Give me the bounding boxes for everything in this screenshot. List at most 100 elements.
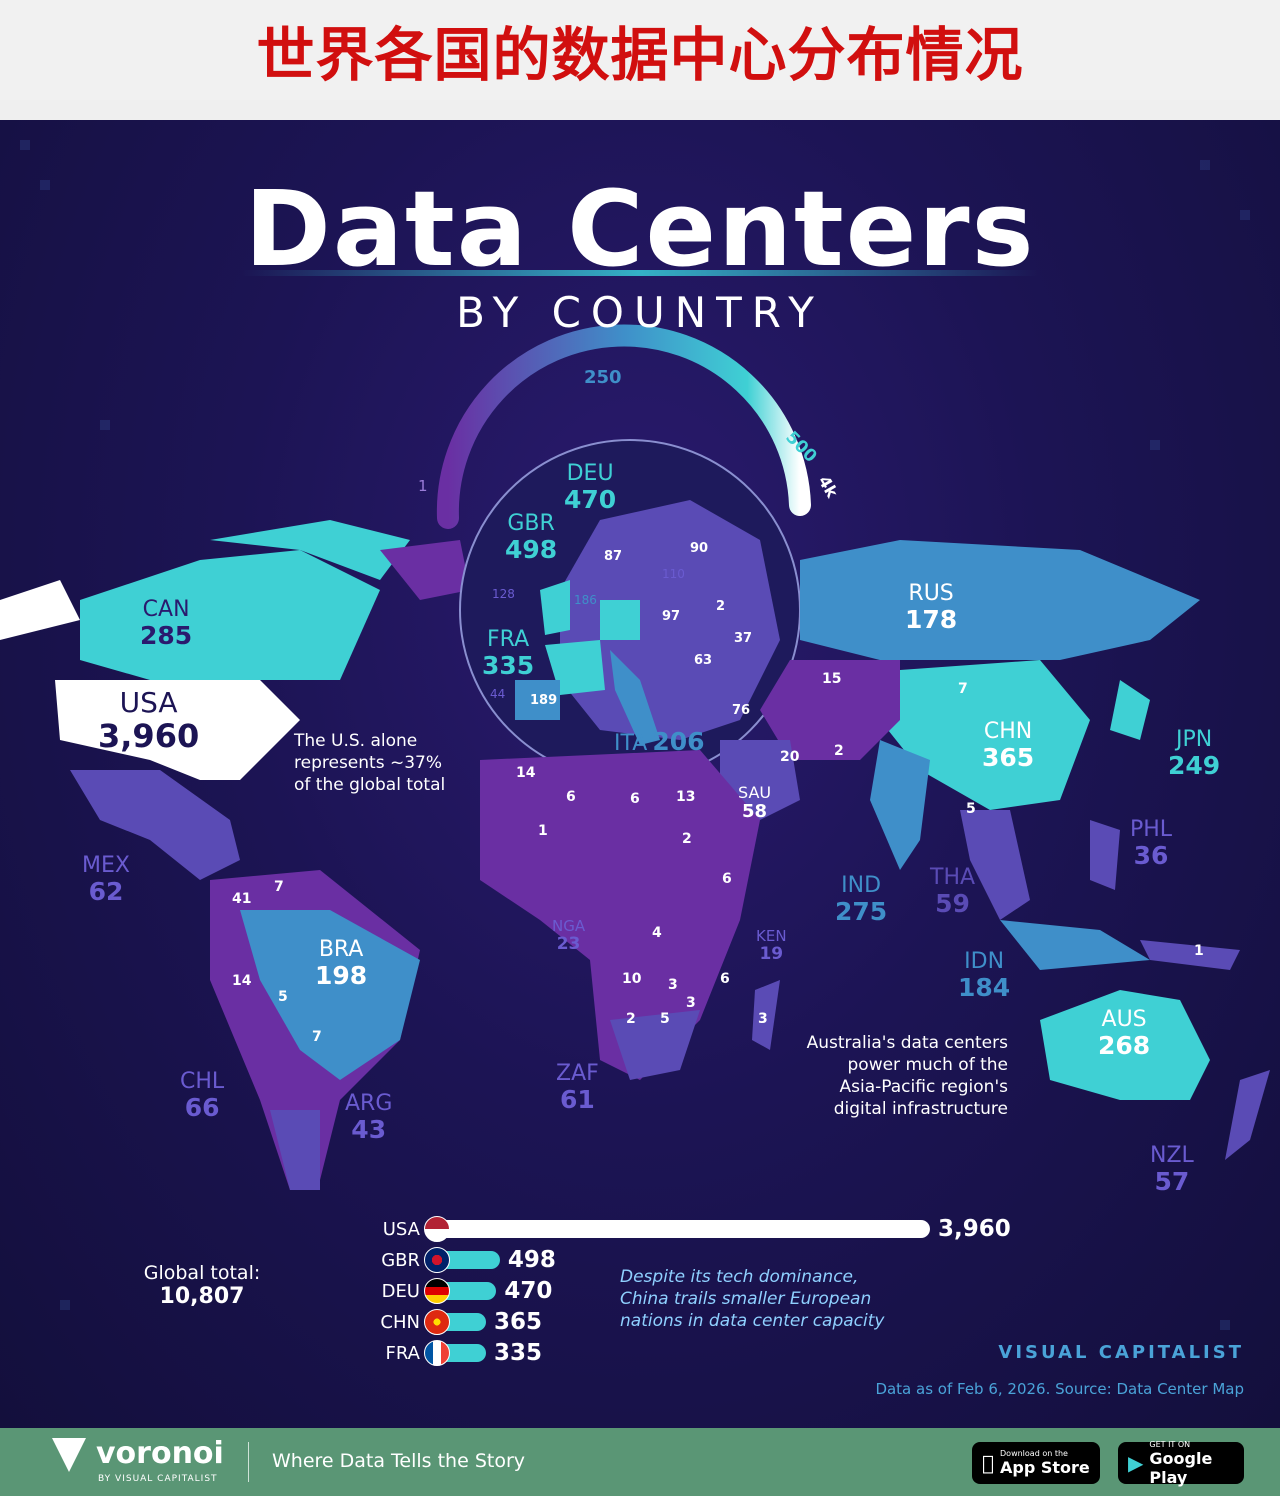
small-value: 6 <box>630 791 640 807</box>
country-idn[interactable] <box>1000 920 1150 970</box>
small-value: 7 <box>958 681 968 697</box>
label-mex: MEX 62 <box>82 853 130 907</box>
label-deu: DEU 470 <box>564 461 617 515</box>
small-value: 4 <box>652 925 662 941</box>
country-zaf[interactable] <box>610 1010 700 1080</box>
bar-row-usa: USA 3,960 <box>376 1216 1011 1242</box>
scale-arc <box>436 324 811 529</box>
country-nzl[interactable] <box>1225 1070 1270 1160</box>
small-value: 6 <box>566 789 576 805</box>
small-value: 5 <box>278 989 288 1005</box>
country-arg[interactable] <box>270 1110 320 1190</box>
bar <box>438 1344 486 1362</box>
small-value: 97 <box>662 609 681 624</box>
world-map <box>0 140 1270 1330</box>
banner-title: 世界各国的数据中心分布情况 <box>256 21 1024 89</box>
country-chn[interactable] <box>880 660 1090 810</box>
flag-icon <box>424 1216 450 1242</box>
label-jpn: JPN 249 <box>1168 727 1221 781</box>
label-ken: KEN 19 <box>756 927 787 964</box>
main-title: Data Centers <box>244 168 1036 290</box>
bar-value: 498 <box>507 1247 556 1273</box>
label-arg: ARG 43 <box>345 1091 393 1145</box>
small-value: 128 <box>492 587 515 601</box>
country-ita[interactable] <box>610 650 660 745</box>
small-value: 7 <box>312 1029 322 1045</box>
label-nga: NGA 23 <box>552 917 586 954</box>
bar <box>438 1251 500 1269</box>
label-gbr: GBR 498 <box>505 511 558 565</box>
small-value: 1 <box>538 823 548 839</box>
country-can[interactable] <box>80 550 380 680</box>
voronoi-logo-sub: BY VISUAL CAPITALIST <box>98 1474 218 1484</box>
small-value: 3 <box>668 977 678 993</box>
small-value: 2 <box>626 1011 636 1027</box>
country-png[interactable] <box>1140 940 1240 970</box>
small-value: 186 <box>574 593 597 607</box>
small-value: 76 <box>732 703 751 718</box>
footer-tagline: Where Data Tells the Story <box>272 1450 526 1472</box>
play-icon: ▶ <box>1128 1451 1144 1475</box>
country-rus[interactable] <box>800 540 1200 660</box>
global-total: Global total: 10,807 <box>143 1262 261 1309</box>
country-ind[interactable] <box>870 740 930 870</box>
country-usa[interactable] <box>55 680 300 780</box>
bar <box>438 1282 497 1300</box>
label-zaf: ZAF 61 <box>556 1061 599 1115</box>
bar-label: GBR <box>381 1249 420 1271</box>
country-gbr[interactable] <box>540 580 570 635</box>
bar-chart: USA 3,960 GBR 498 DEU 470 CHN 365 FRA 335 <box>376 1216 1056 1376</box>
note-china: Despite its tech dominance, China trails … <box>620 1267 885 1331</box>
bar <box>438 1313 486 1331</box>
small-value: 2 <box>682 831 692 847</box>
small-value: 87 <box>604 549 623 564</box>
voronoi-logo: voronoi <box>96 1436 224 1471</box>
subtitle: BY COUNTRY <box>456 288 824 337</box>
voronoi-logo-icon <box>52 1438 86 1472</box>
label-can: CAN 285 <box>140 597 193 651</box>
country-grl[interactable] <box>380 540 470 600</box>
flag-icon <box>424 1309 450 1335</box>
country-mex[interactable] <box>70 770 240 880</box>
label-chn: CHN 365 <box>982 719 1035 773</box>
bar-label: DEU <box>381 1280 420 1302</box>
small-value: 13 <box>676 789 696 805</box>
small-value: 10 <box>622 971 642 987</box>
small-value: 37 <box>734 631 753 646</box>
small-value: 7 <box>274 879 284 895</box>
country-aus[interactable] <box>1040 990 1210 1100</box>
label-phl: PHL 36 <box>1130 817 1173 871</box>
bar-row-gbr: GBR 498 <box>376 1247 556 1273</box>
label-usa: USA 3,960 <box>98 686 200 755</box>
flag-icon <box>424 1247 450 1273</box>
pixel-grid-decoration <box>20 140 1250 1330</box>
google-play-button[interactable]: ▶ GET IT ON Google Play <box>1118 1440 1244 1487</box>
label-chl: CHL 66 <box>180 1069 225 1123</box>
bar <box>438 1220 930 1238</box>
country-tha[interactable] <box>960 810 1030 920</box>
small-value: 2 <box>834 743 844 759</box>
top-banner: 世界各国的数据中心分布情况 <box>0 0 1280 100</box>
source-note: Data as of Feb 6, 2026. Source: Data Cen… <box>875 1380 1244 1398</box>
small-value: 3 <box>686 995 696 1011</box>
scale-label-250: 250 <box>584 367 622 388</box>
country-bra[interactable] <box>240 910 420 1080</box>
small-value: 5 <box>966 801 976 817</box>
label-sau: SAU 58 <box>738 783 772 822</box>
country-jpn[interactable] <box>1110 680 1150 740</box>
country-mdg[interactable] <box>752 980 780 1050</box>
small-value: 14 <box>232 973 252 989</box>
bar-row-chn: CHN 365 <box>376 1309 542 1335</box>
flag-icon <box>424 1340 450 1366</box>
apple-icon:  <box>982 1451 994 1475</box>
country-can-islands[interactable] <box>210 520 410 580</box>
small-value: 20 <box>780 749 800 765</box>
country-phl[interactable] <box>1090 820 1120 890</box>
country-usa-alaska[interactable] <box>0 580 80 640</box>
country-deu[interactable] <box>600 600 640 640</box>
small-value: 2 <box>716 599 726 614</box>
country-esp[interactable] <box>515 680 560 720</box>
note-usa: The U.S. alone represents ~37% of the glob… <box>294 731 446 795</box>
label-fra: FRA 335 <box>482 627 535 681</box>
